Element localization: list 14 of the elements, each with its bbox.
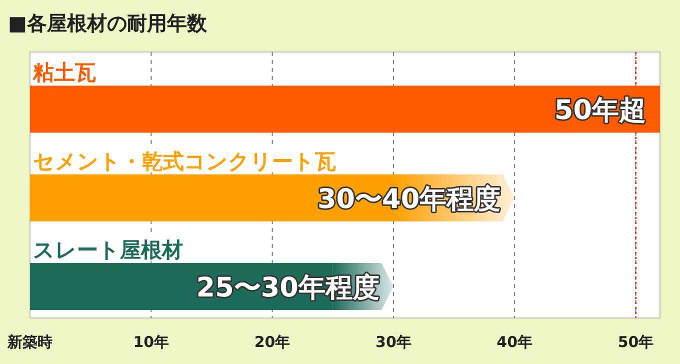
annotation: 25〜30年程度 xyxy=(196,272,380,304)
y-tick-label: セメント・乾式コンクリート瓦 xyxy=(33,149,336,174)
annotation: 50年超 xyxy=(554,95,646,126)
y-tick-label: スレート屋根材 xyxy=(33,238,183,262)
chart-title: ■各屋根材の耐用年数 xyxy=(8,11,208,35)
y-tick-label: 粘土瓦 xyxy=(32,60,96,85)
x-tick-label: 30年 xyxy=(376,333,412,351)
bar xyxy=(30,86,660,133)
x-tick-label: 40年 xyxy=(496,333,533,351)
x-tick-label: 新築時 xyxy=(6,333,52,351)
x-tick-label: 20年 xyxy=(254,333,290,351)
x-tick-label: 50年 xyxy=(618,333,654,351)
x-tick-label: 10年 xyxy=(133,333,170,351)
annotation: 30〜40年程度 xyxy=(317,184,501,215)
